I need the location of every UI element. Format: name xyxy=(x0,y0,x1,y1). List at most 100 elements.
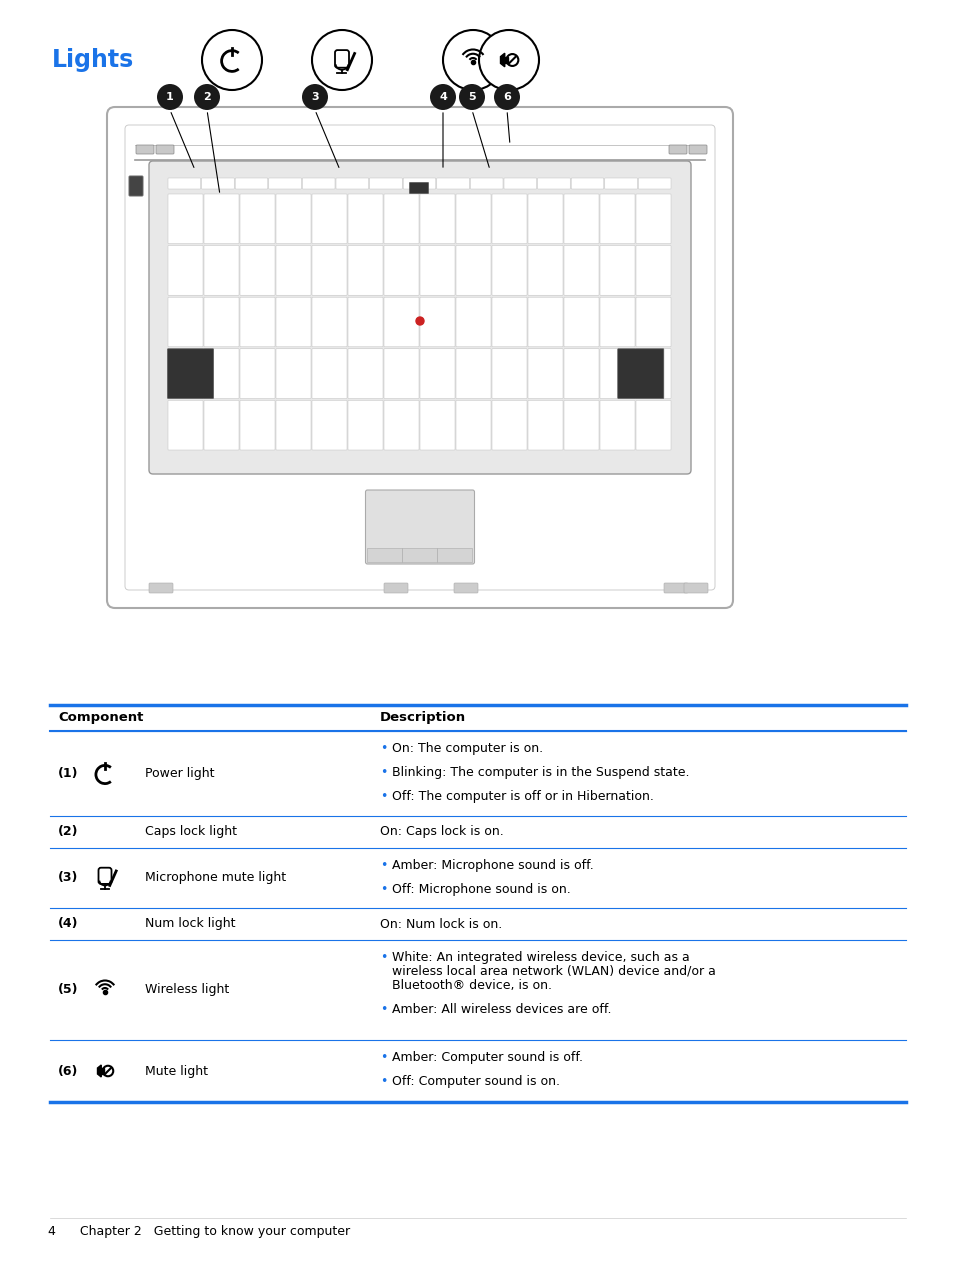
Text: Num lock light: Num lock light xyxy=(145,917,235,931)
Text: Power light: Power light xyxy=(145,767,214,780)
FancyBboxPatch shape xyxy=(636,297,670,347)
FancyBboxPatch shape xyxy=(403,178,436,189)
FancyBboxPatch shape xyxy=(504,57,508,64)
FancyBboxPatch shape xyxy=(168,178,200,189)
Text: On: Num lock is on.: On: Num lock is on. xyxy=(379,917,501,931)
FancyBboxPatch shape xyxy=(683,583,707,593)
Circle shape xyxy=(478,30,538,90)
FancyBboxPatch shape xyxy=(240,349,274,399)
FancyBboxPatch shape xyxy=(563,297,598,347)
Text: Caps lock light: Caps lock light xyxy=(145,826,236,838)
FancyBboxPatch shape xyxy=(470,178,502,189)
Circle shape xyxy=(442,30,502,90)
FancyBboxPatch shape xyxy=(240,400,274,450)
Polygon shape xyxy=(97,1066,101,1077)
Text: •: • xyxy=(380,1074,387,1088)
FancyBboxPatch shape xyxy=(599,400,635,450)
FancyBboxPatch shape xyxy=(599,245,635,295)
Circle shape xyxy=(312,30,372,90)
FancyBboxPatch shape xyxy=(571,178,603,189)
FancyBboxPatch shape xyxy=(492,349,526,399)
FancyBboxPatch shape xyxy=(348,194,382,244)
FancyBboxPatch shape xyxy=(348,400,382,450)
FancyBboxPatch shape xyxy=(129,177,143,196)
FancyBboxPatch shape xyxy=(384,194,418,244)
Text: (5): (5) xyxy=(58,983,78,997)
FancyBboxPatch shape xyxy=(204,245,239,295)
Text: •: • xyxy=(380,951,387,964)
FancyBboxPatch shape xyxy=(527,297,562,347)
FancyBboxPatch shape xyxy=(168,349,203,399)
FancyBboxPatch shape xyxy=(537,178,570,189)
FancyBboxPatch shape xyxy=(419,245,455,295)
Circle shape xyxy=(458,84,484,110)
FancyBboxPatch shape xyxy=(503,178,536,189)
Text: •: • xyxy=(380,1003,387,1016)
FancyBboxPatch shape xyxy=(168,194,203,244)
Text: Description: Description xyxy=(379,711,466,724)
Text: Bluetooth® device, is on.: Bluetooth® device, is on. xyxy=(392,979,552,992)
FancyBboxPatch shape xyxy=(149,583,172,593)
FancyBboxPatch shape xyxy=(348,349,382,399)
FancyBboxPatch shape xyxy=(492,297,526,347)
Text: 1: 1 xyxy=(166,91,173,102)
Text: 4: 4 xyxy=(438,91,446,102)
FancyBboxPatch shape xyxy=(419,349,455,399)
Text: •: • xyxy=(380,790,387,803)
Text: (4): (4) xyxy=(58,917,78,931)
FancyBboxPatch shape xyxy=(419,194,455,244)
FancyBboxPatch shape xyxy=(367,547,402,563)
FancyBboxPatch shape xyxy=(312,194,347,244)
Text: Component: Component xyxy=(58,711,143,724)
FancyBboxPatch shape xyxy=(456,245,491,295)
FancyBboxPatch shape xyxy=(563,400,598,450)
FancyBboxPatch shape xyxy=(604,178,637,189)
FancyBboxPatch shape xyxy=(275,349,311,399)
Text: Wireless light: Wireless light xyxy=(145,983,229,997)
FancyBboxPatch shape xyxy=(204,194,239,244)
FancyBboxPatch shape xyxy=(618,349,663,399)
FancyBboxPatch shape xyxy=(456,349,491,399)
Text: 3: 3 xyxy=(311,91,318,102)
FancyBboxPatch shape xyxy=(204,400,239,450)
FancyBboxPatch shape xyxy=(402,547,437,563)
FancyBboxPatch shape xyxy=(527,194,562,244)
Circle shape xyxy=(193,84,220,110)
Text: Amber: Microphone sound is off.: Amber: Microphone sound is off. xyxy=(392,859,593,872)
Text: •: • xyxy=(380,766,387,779)
FancyBboxPatch shape xyxy=(436,178,469,189)
FancyBboxPatch shape xyxy=(663,583,687,593)
Text: •: • xyxy=(380,859,387,872)
FancyBboxPatch shape xyxy=(168,297,203,347)
Text: Amber: All wireless devices are off.: Amber: All wireless devices are off. xyxy=(392,1003,611,1016)
FancyBboxPatch shape xyxy=(269,178,301,189)
FancyBboxPatch shape xyxy=(636,245,670,295)
Text: Mute light: Mute light xyxy=(145,1064,208,1077)
Text: 4      Chapter 2   Getting to know your computer: 4 Chapter 2 Getting to know your compute… xyxy=(48,1226,350,1238)
FancyBboxPatch shape xyxy=(156,145,173,154)
FancyBboxPatch shape xyxy=(312,245,347,295)
FancyBboxPatch shape xyxy=(240,245,274,295)
FancyBboxPatch shape xyxy=(149,161,690,474)
Text: (3): (3) xyxy=(58,871,78,884)
Text: On: The computer is on.: On: The computer is on. xyxy=(392,742,542,754)
FancyBboxPatch shape xyxy=(136,145,153,154)
FancyBboxPatch shape xyxy=(636,194,670,244)
FancyBboxPatch shape xyxy=(563,194,598,244)
FancyBboxPatch shape xyxy=(384,583,408,593)
FancyBboxPatch shape xyxy=(492,400,526,450)
FancyBboxPatch shape xyxy=(638,178,670,189)
FancyBboxPatch shape xyxy=(384,297,418,347)
Text: 2: 2 xyxy=(203,91,211,102)
FancyBboxPatch shape xyxy=(335,178,368,189)
Text: Blinking: The computer is in the Suspend state.: Blinking: The computer is in the Suspend… xyxy=(392,766,689,779)
Circle shape xyxy=(302,84,328,110)
Circle shape xyxy=(494,84,519,110)
FancyBboxPatch shape xyxy=(201,178,233,189)
FancyBboxPatch shape xyxy=(168,245,203,295)
Circle shape xyxy=(157,84,183,110)
FancyBboxPatch shape xyxy=(688,145,706,154)
FancyBboxPatch shape xyxy=(409,183,428,193)
FancyBboxPatch shape xyxy=(599,349,635,399)
Text: Amber: Computer sound is off.: Amber: Computer sound is off. xyxy=(392,1052,582,1064)
